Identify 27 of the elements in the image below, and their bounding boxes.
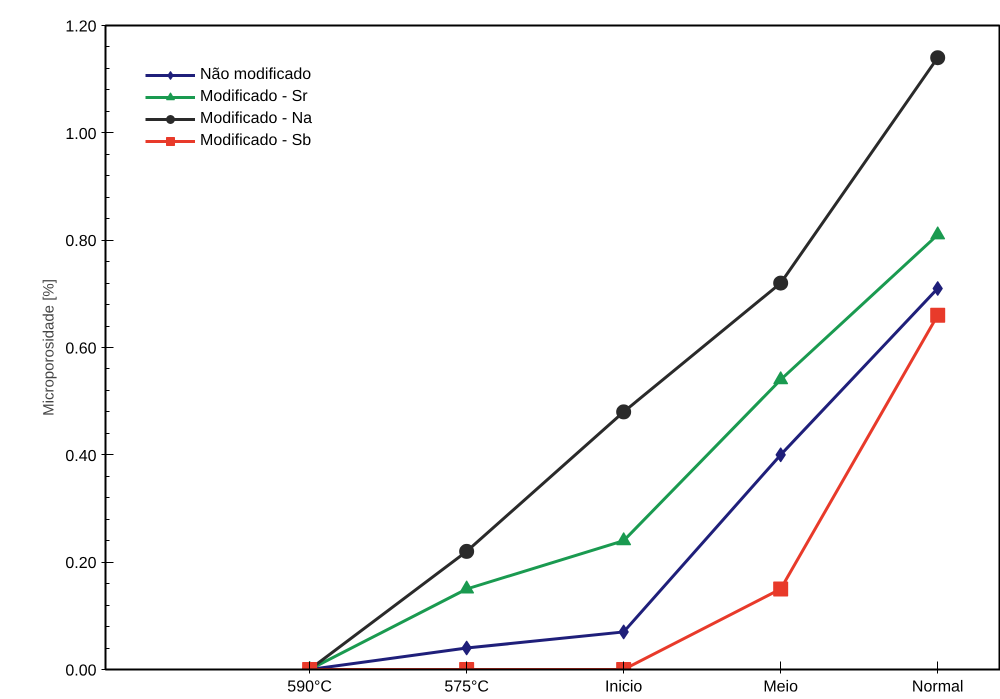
point [930,50,946,66]
point [461,640,472,656]
x-tick-label: 575°C [444,678,489,696]
point [459,544,474,559]
point [930,308,946,323]
y-axis-title: Microporosidade [%] [40,279,58,416]
point [618,624,629,640]
y-tick-label: 0.80 [65,233,97,250]
point [616,404,632,420]
point [773,276,788,291]
y-tick-label: 0.60 [65,340,97,358]
point [459,580,474,594]
x-tick-label: 590°C [287,678,332,696]
x-tick-label: Normal [912,678,964,696]
point [773,582,788,596]
y-tick-label: 1.20 [65,18,97,36]
legend-label: Não modificado [200,66,312,84]
y-tick-label: 0.40 [65,448,97,465]
legend-label: Modificado - Sb [200,132,312,150]
legend-label: Modificado - Sr [200,88,308,106]
legend-label: Modificado - Na [200,110,312,128]
point [616,532,632,546]
y-tick-label: 0.20 [65,555,97,572]
x-tick-label: Inicio [604,678,642,696]
y-tick-label: 0.00 [65,662,97,680]
x-tick-label: Meio [763,678,798,696]
y-tick-label: 1.00 [65,126,97,143]
